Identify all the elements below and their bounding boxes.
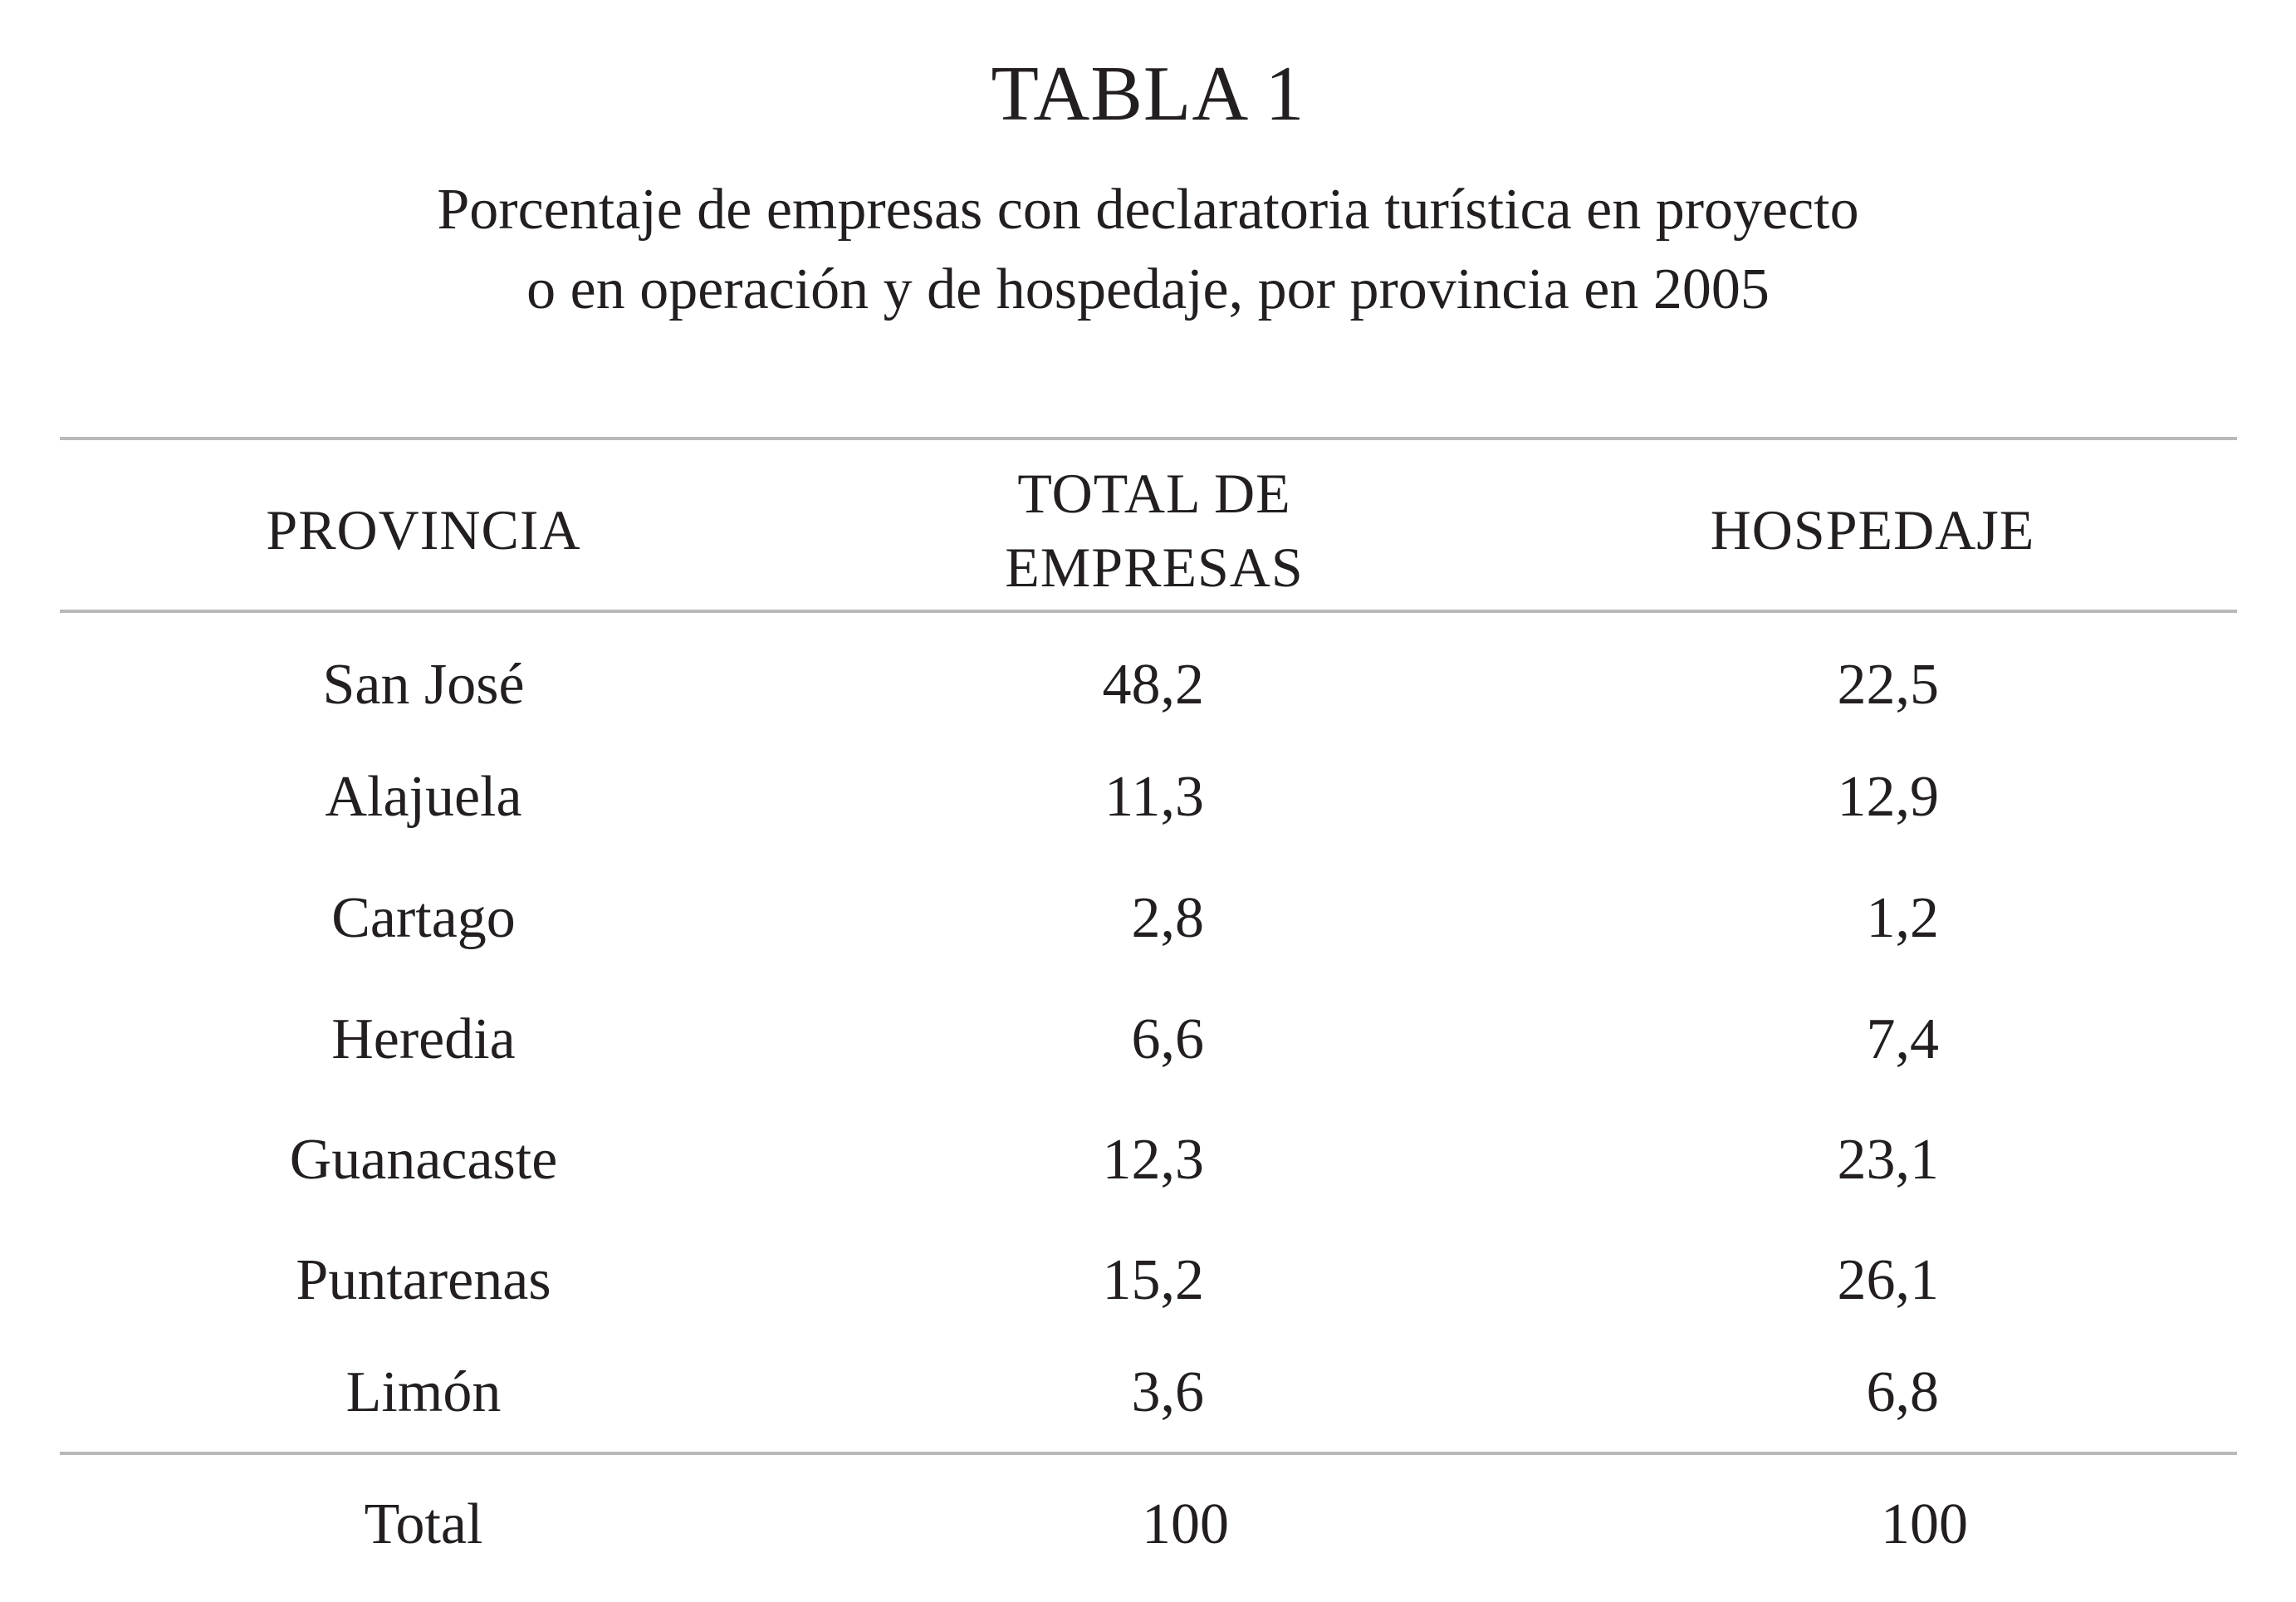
row-total: 6,6 <box>1131 1007 1205 1071</box>
header-total-line-2: EMPRESAS <box>1005 536 1304 599</box>
total-rule <box>60 1452 2237 1455</box>
row-total: 12,3 <box>1102 1128 1205 1192</box>
row-provincia: San José <box>322 653 525 717</box>
row-provincia: Cartago <box>331 886 516 950</box>
row-hospedaje: 12,9 <box>1837 765 1940 829</box>
header-provincia: PROVINCIA <box>266 498 581 561</box>
row-provincia: Alajuela <box>325 765 522 829</box>
row-hospedaje: 6,8 <box>1866 1360 1940 1424</box>
row-hospedaje: 1,2 <box>1866 886 1940 950</box>
row-total: 2,8 <box>1131 886 1205 950</box>
table-subtitle-line-2: o en operación y de hospedaje, por provi… <box>526 257 1770 321</box>
header-total-line-1: TOTAL DE <box>1017 462 1291 525</box>
row-total: 11,3 <box>1104 765 1204 829</box>
row-total: 48,2 <box>1102 653 1205 717</box>
header-bottom-rule <box>60 610 2237 613</box>
table-title: TABLA 1 <box>991 51 1305 137</box>
header-hospedaje: HOSPEDAJE <box>1710 498 2035 561</box>
row-hospedaje: 23,1 <box>1837 1128 1940 1192</box>
footer-total-label: Total <box>364 1492 483 1556</box>
row-hospedaje: 26,1 <box>1837 1248 1940 1312</box>
table-subtitle-line-1: Porcentaje de empresas con declaratoria … <box>437 178 1859 242</box>
footer-total-hospedaje: 100 <box>1881 1492 1968 1556</box>
row-provincia: Limón <box>345 1360 502 1424</box>
footer-total-empresas: 100 <box>1142 1492 1229 1556</box>
row-provincia: Guanacaste <box>289 1128 558 1192</box>
header-top-rule <box>60 437 2237 440</box>
row-hospedaje: 7,4 <box>1866 1007 1940 1071</box>
row-provincia: Puntarenas <box>296 1248 551 1312</box>
row-provincia: Heredia <box>331 1007 516 1071</box>
row-total: 3,6 <box>1131 1360 1205 1424</box>
row-hospedaje: 22,5 <box>1837 653 1940 717</box>
row-total: 15,2 <box>1102 1248 1205 1312</box>
